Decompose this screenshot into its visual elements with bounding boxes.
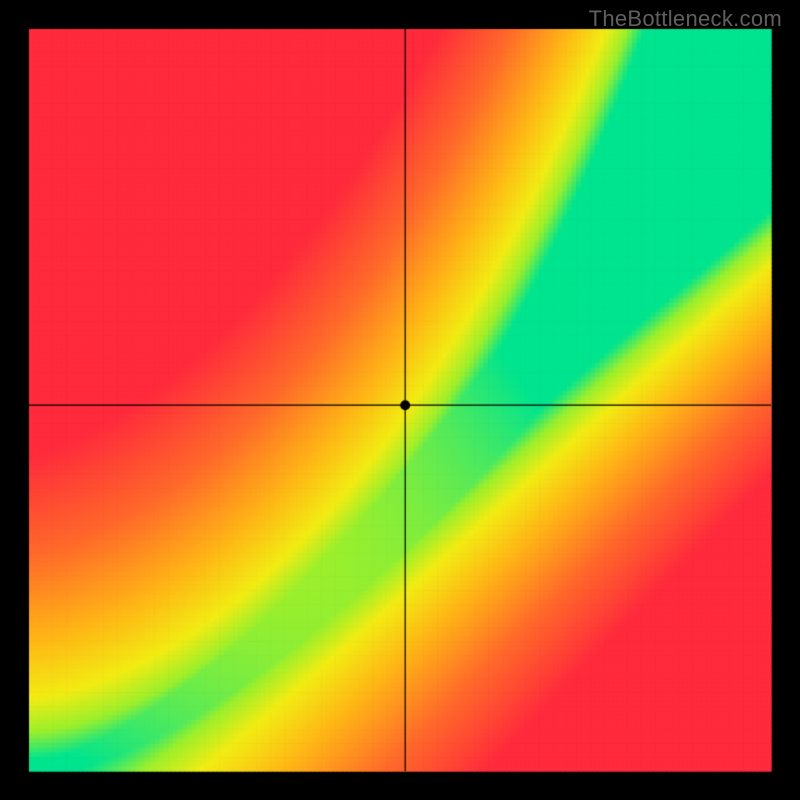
watermark-text: TheBottleneck.com <box>589 6 782 32</box>
heatmap-canvas <box>0 0 800 800</box>
chart-stage: TheBottleneck.com <box>0 0 800 800</box>
